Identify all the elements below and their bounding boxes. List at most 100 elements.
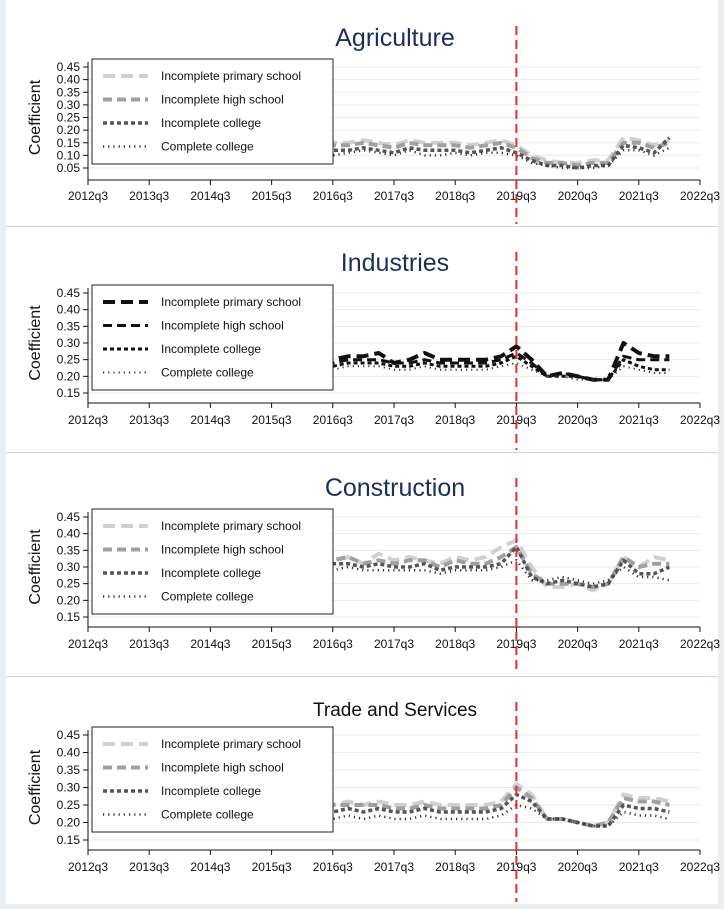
x-tick-label: 2014q3 (190, 637, 230, 651)
legend-label: Incomplete college (161, 784, 261, 798)
panel-margin-left (0, 676, 6, 904)
panel-3: Construction 0.45 0.40 0.35 0.30 0.25 0.20 0.15… (0, 452, 724, 676)
x-tick-label: 2018q3 (435, 860, 475, 874)
legend-label: Incomplete high school (161, 93, 284, 107)
y-tick-label: 0.15 (57, 386, 81, 400)
y-tick-label: 0.30 (57, 98, 81, 112)
x-tick-label: 2014q3 (190, 860, 230, 874)
y-tick-label: 0.20 (57, 123, 81, 137)
x-tick-label: 2018q3 (435, 637, 475, 651)
x-tick-label: 2019q3 (496, 860, 536, 874)
x-tick-label: 2014q3 (190, 189, 230, 203)
legend-label: Incomplete high school (161, 761, 284, 775)
x-tick-label: 2017q3 (374, 860, 414, 874)
legend-label: Complete college (161, 366, 254, 380)
series-line (271, 135, 671, 165)
legend-label: Incomplete primary school (161, 69, 301, 83)
y-tick-label: 0.25 (57, 577, 81, 591)
x-tick-label: 2022q3 (680, 413, 720, 427)
panel-margin-left (0, 0, 6, 226)
x-tick-label: 2020q3 (558, 637, 598, 651)
series-line (271, 140, 671, 168)
y-axis-label: Coefficient (27, 749, 44, 825)
x-tick-label: 2018q3 (435, 189, 475, 203)
x-tick-label: 2019q3 (496, 637, 536, 651)
panel-margin-left (0, 226, 6, 452)
x-tick-label: 2015q3 (252, 189, 292, 203)
x-tick-label: 2012q3 (68, 413, 108, 427)
y-tick-label: 0.25 (57, 111, 81, 125)
x-tick-label: 2015q3 (252, 860, 292, 874)
y-tick-label: 0.05 (57, 161, 81, 175)
legend-label: Incomplete primary school (161, 519, 301, 533)
legend-label: Incomplete college (161, 116, 261, 130)
y-tick-label: 0.30 (57, 336, 81, 350)
legend-label: Complete college (161, 140, 254, 154)
x-tick-label: 2017q3 (374, 413, 414, 427)
panel-2: Industries 0.45 0.40 0.35 0.30 0.25 0.20 0.15 Co… (0, 226, 724, 452)
series-line (271, 362, 670, 381)
panel-1: Agriculture0.450.400.350.300.250.200.150… (0, 0, 724, 226)
x-tick-label: 2013q3 (129, 189, 169, 203)
x-tick-label: 2016q3 (313, 189, 353, 203)
x-tick-label: 2021q3 (619, 860, 659, 874)
x-tick-label: 2012q3 (68, 637, 108, 651)
x-tick-label: 2013q3 (129, 637, 169, 651)
y-tick-label: 0.25 (57, 353, 81, 367)
y-tick-label: 0.25 (57, 798, 81, 812)
x-tick-label: 2021q3 (619, 189, 659, 203)
x-tick-label: 2013q3 (129, 413, 169, 427)
y-tick-label: 0.45 (57, 286, 81, 300)
legend-label: Incomplete primary school (161, 737, 301, 751)
y-tick-label: 0.30 (57, 781, 81, 795)
y-tick-label: 0.45 (57, 728, 81, 742)
y-tick-label: 0.35 (57, 85, 81, 99)
x-tick-label: 2022q3 (680, 637, 720, 651)
panel-margin-left (0, 452, 6, 676)
series-line (271, 136, 671, 170)
panel-margin-right (718, 0, 724, 226)
y-axis-label: Coefficient (27, 305, 44, 381)
y-tick-label: 0.40 (57, 73, 81, 87)
y-tick-label: 0.15 (57, 610, 81, 624)
y-tick-label: 0.15 (57, 136, 81, 150)
x-tick-label: 2022q3 (680, 860, 720, 874)
y-tick-label: 0.10 (57, 148, 81, 162)
x-tick-label: 2015q3 (252, 637, 292, 651)
y-tick-label: 0.20 (57, 369, 81, 383)
x-tick-label: 2021q3 (619, 413, 659, 427)
series-line (271, 785, 670, 828)
series-line (271, 351, 670, 382)
y-tick-label: 0.15 (57, 833, 81, 847)
panel-margin-right (718, 226, 724, 452)
x-tick-label: 2020q3 (558, 189, 598, 203)
x-tick-label: 2016q3 (313, 413, 353, 427)
legend-label: Incomplete primary school (161, 295, 301, 309)
chart-title: Industries (341, 249, 449, 277)
x-tick-label: 2016q3 (313, 860, 353, 874)
y-tick-label: 0.40 (57, 746, 81, 760)
legend-label: Complete college (161, 808, 254, 822)
y-tick-label: 0.35 (57, 763, 81, 777)
legend-label: Incomplete college (161, 342, 261, 356)
legend-label: Incomplete high school (161, 319, 284, 333)
x-tick-label: 2016q3 (313, 637, 353, 651)
panel-margin-right (718, 676, 724, 904)
chart-title: Construction (325, 474, 465, 502)
y-tick-label: 0.30 (57, 560, 81, 574)
panel-margin-right (718, 452, 724, 676)
series-line (271, 545, 671, 589)
y-tick-label: 0.45 (57, 60, 81, 74)
legend-label: Incomplete college (161, 566, 261, 580)
y-tick-label: 0.20 (57, 593, 81, 607)
panel-4: Trade and Services 0.45 0.40 0.35 0.30 0.25 0.… (0, 676, 724, 904)
y-tick-label: 0.45 (57, 510, 81, 524)
x-tick-label: 2022q3 (680, 189, 720, 203)
x-tick-label: 2012q3 (68, 860, 108, 874)
legend-label: Complete college (161, 590, 254, 604)
legend-label: Incomplete high school (161, 543, 284, 557)
x-tick-label: 2018q3 (435, 413, 475, 427)
x-tick-label: 2021q3 (619, 637, 659, 651)
x-tick-label: 2012q3 (68, 189, 108, 203)
